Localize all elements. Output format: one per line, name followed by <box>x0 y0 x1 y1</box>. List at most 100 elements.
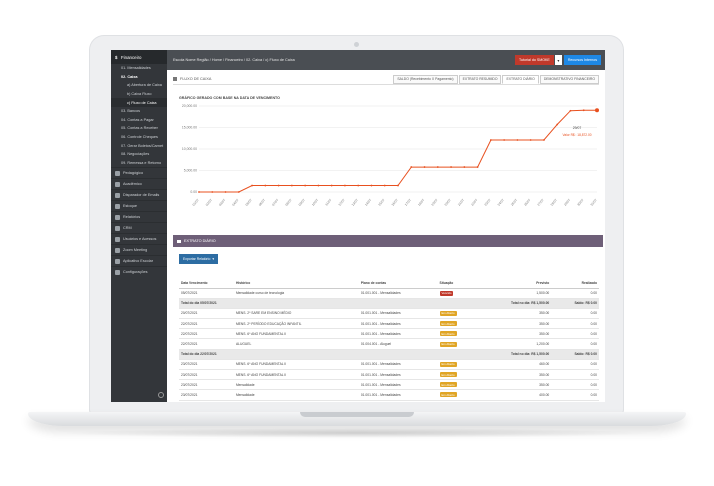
sidebar-module[interactable]: Acadêmico <box>111 178 167 189</box>
sidebar-module[interactable]: Usuários e Acessos <box>111 233 167 244</box>
table-row[interactable]: 23/07/2021 Mensalidade 01.001.001 - Mensal… <box>179 389 599 401</box>
sidebar-item[interactable]: c) Fluxo de Caixa <box>111 98 167 107</box>
resources-button[interactable]: Recursos Internos <box>563 55 601 65</box>
sidebar-item[interactable]: 02. Caixa <box>121 74 138 79</box>
data-point[interactable] <box>370 184 373 187</box>
tutorial-button[interactable]: Tutorial do SMOKE <box>515 55 554 65</box>
data-point[interactable] <box>277 184 280 187</box>
tab[interactable]: EXTRATO DIÁRIO <box>502 74 539 84</box>
table-row[interactable]: 20/07/2021 MENS. 2º SARE EM ENSINO MÉDIO 0… <box>179 308 599 320</box>
data-point[interactable] <box>503 139 506 141</box>
tab[interactable]: EXTRATO RESUMIDO <box>458 74 502 84</box>
sidebar-module[interactable]: Configurações <box>111 266 167 277</box>
chart-icon <box>173 77 177 81</box>
history-cell: Mensalidade <box>233 389 359 401</box>
table-row[interactable]: 22/07/2021 ALUGUEL 01.004.001 - Aluguel Em … <box>179 338 599 350</box>
data-point[interactable] <box>529 139 532 141</box>
tab[interactable]: SALDO (Recebimento X Pagamento) <box>393 74 458 84</box>
x-tick-label: 02/07 <box>205 198 213 207</box>
table-row[interactable]: 23/07/2021 MENS. 6º ANO FUNDAMENTAL II 01.… <box>179 369 599 381</box>
sidebar-header-label: Financeiro <box>121 54 142 60</box>
data-point[interactable] <box>290 184 293 187</box>
sidebar-module[interactable]: Estoque <box>111 200 167 211</box>
data-point[interactable] <box>317 184 320 187</box>
data-point[interactable] <box>224 191 227 193</box>
previsto-cell: 1,200.00 <box>475 338 552 350</box>
column-header[interactable]: Histórico <box>233 278 359 289</box>
data-point[interactable] <box>410 166 413 168</box>
sidebar-item[interactable]: a) Abertura de Caixa <box>127 83 162 88</box>
sidebar-module[interactable]: Relatórios <box>111 211 167 222</box>
x-tick-label: 26/07 <box>523 198 531 207</box>
sidebar-module[interactable]: Aplicativo Escolar <box>111 255 167 266</box>
table-row[interactable]: 23/07/2021 Mensalidade 01.001.001 - Mensal… <box>179 379 599 391</box>
data-point[interactable] <box>463 166 466 168</box>
data-point[interactable] <box>582 109 585 112</box>
table-body: 05/07/2021 Mensalidade curso de tecnologi… <box>179 288 599 401</box>
table-row[interactable]: 22/07/2021 MENS. 6º ANO FUNDAMENTAL II 01.… <box>179 328 599 340</box>
data-point[interactable] <box>198 191 200 193</box>
sidebar-module[interactable]: Pedagógico <box>111 167 167 178</box>
data-point[interactable] <box>237 191 240 193</box>
date-cell: 20/07/2021 <box>179 308 234 320</box>
column-header[interactable]: Situação <box>437 278 476 289</box>
table-row[interactable]: 23/07/2021 MENS. 6º ANO FUNDAMENTAL II 01.… <box>179 359 599 371</box>
total-row: Total do dia 05/07/2021 Total no dia: R$ … <box>179 298 599 309</box>
sidebar-menu: 01. Mensalidades 02. Caixa a) Abertura de … <box>111 64 167 167</box>
column-header[interactable]: Realizado <box>551 278 599 289</box>
sidebar-item[interactable]: 03. Bancos <box>121 109 140 114</box>
data-point[interactable] <box>489 139 492 141</box>
data-point[interactable] <box>436 166 439 168</box>
data-point[interactable] <box>543 139 545 141</box>
export-label: Exportar Relatório <box>183 257 211 261</box>
sidebar-item[interactable]: 09. Remessa e Retorno <box>121 160 162 165</box>
data-point[interactable] <box>251 184 253 187</box>
highlight-point[interactable] <box>595 108 599 113</box>
total-previsto: Total no dia: R$ 1,500.00 <box>475 349 552 360</box>
sidebar-module-label: Usuários e Acessos <box>123 237 157 242</box>
data-point[interactable] <box>383 184 386 187</box>
sidebar-item[interactable]: 04. Contas a Pagar <box>121 117 154 122</box>
data-point[interactable] <box>264 184 267 187</box>
data-point[interactable] <box>344 184 346 187</box>
sidebar-item[interactable]: 08. Negociações <box>121 152 150 157</box>
plano-cell: 01.001.001 - Mensalidades <box>358 359 438 371</box>
sidebar-header[interactable]: $ Financeiro <box>111 50 167 64</box>
data-point[interactable] <box>211 191 214 193</box>
tooltip-value: Valor R$ : 18,872.00 <box>562 133 591 137</box>
data-point[interactable] <box>476 166 479 168</box>
sidebar-item[interactable]: 01. Mensalidades <box>121 66 151 71</box>
column-header[interactable]: Plano de contas <box>358 278 438 289</box>
data-point[interactable] <box>450 166 452 168</box>
previsto-cell: 350.00 <box>475 308 552 320</box>
x-tick-label: 21/07 <box>457 198 465 207</box>
sidebar-module[interactable]: CRM <box>111 222 167 233</box>
sidebar-module-label: Zoom Meeting <box>123 248 148 253</box>
data-point[interactable] <box>556 123 559 126</box>
sidebar-module[interactable]: Zoom Meeting <box>111 244 167 255</box>
export-button[interactable]: Exportar Relatório ▾ <box>179 254 219 264</box>
module-icon <box>115 214 120 220</box>
y-tick-label: 20,000.00 <box>182 104 197 108</box>
data-point[interactable] <box>569 109 572 112</box>
realizado-cell: 0.00 <box>551 389 599 401</box>
collapse-icon[interactable] <box>158 392 164 398</box>
plano-cell: 01.001.001 - Mensalidades <box>358 288 438 299</box>
chevron-down-icon[interactable]: ▾ <box>554 55 562 65</box>
data-point[interactable] <box>357 184 360 187</box>
data-point[interactable] <box>304 184 307 187</box>
sidebar-module[interactable]: Disparador de Emails <box>111 189 167 200</box>
data-point[interactable] <box>397 184 399 187</box>
table-row[interactable]: 22/07/2021 MENS. 2º PERÍODO EDUCAÇÃO INFA… <box>179 318 599 330</box>
sidebar-item[interactable]: 06. Controle Cheques <box>121 135 158 140</box>
sidebar-item[interactable]: b) Caixa Fluxo <box>127 92 152 97</box>
data-point[interactable] <box>330 184 333 187</box>
sidebar-item[interactable]: 05. Contas a Receber <box>121 126 158 131</box>
tab[interactable]: DEMONSTRATIVO FINANCEIRO <box>539 74 599 84</box>
data-point[interactable] <box>516 139 519 141</box>
sidebar-item[interactable]: 07. Gerar Boletos/Carnet <box>121 143 164 148</box>
table-row[interactable]: 05/07/2021 Mensalidade curso de tecnologi… <box>179 288 599 299</box>
column-header[interactable]: Previsto <box>475 278 552 289</box>
data-point[interactable] <box>423 166 426 168</box>
column-header[interactable]: Data Vencimento <box>179 278 234 289</box>
